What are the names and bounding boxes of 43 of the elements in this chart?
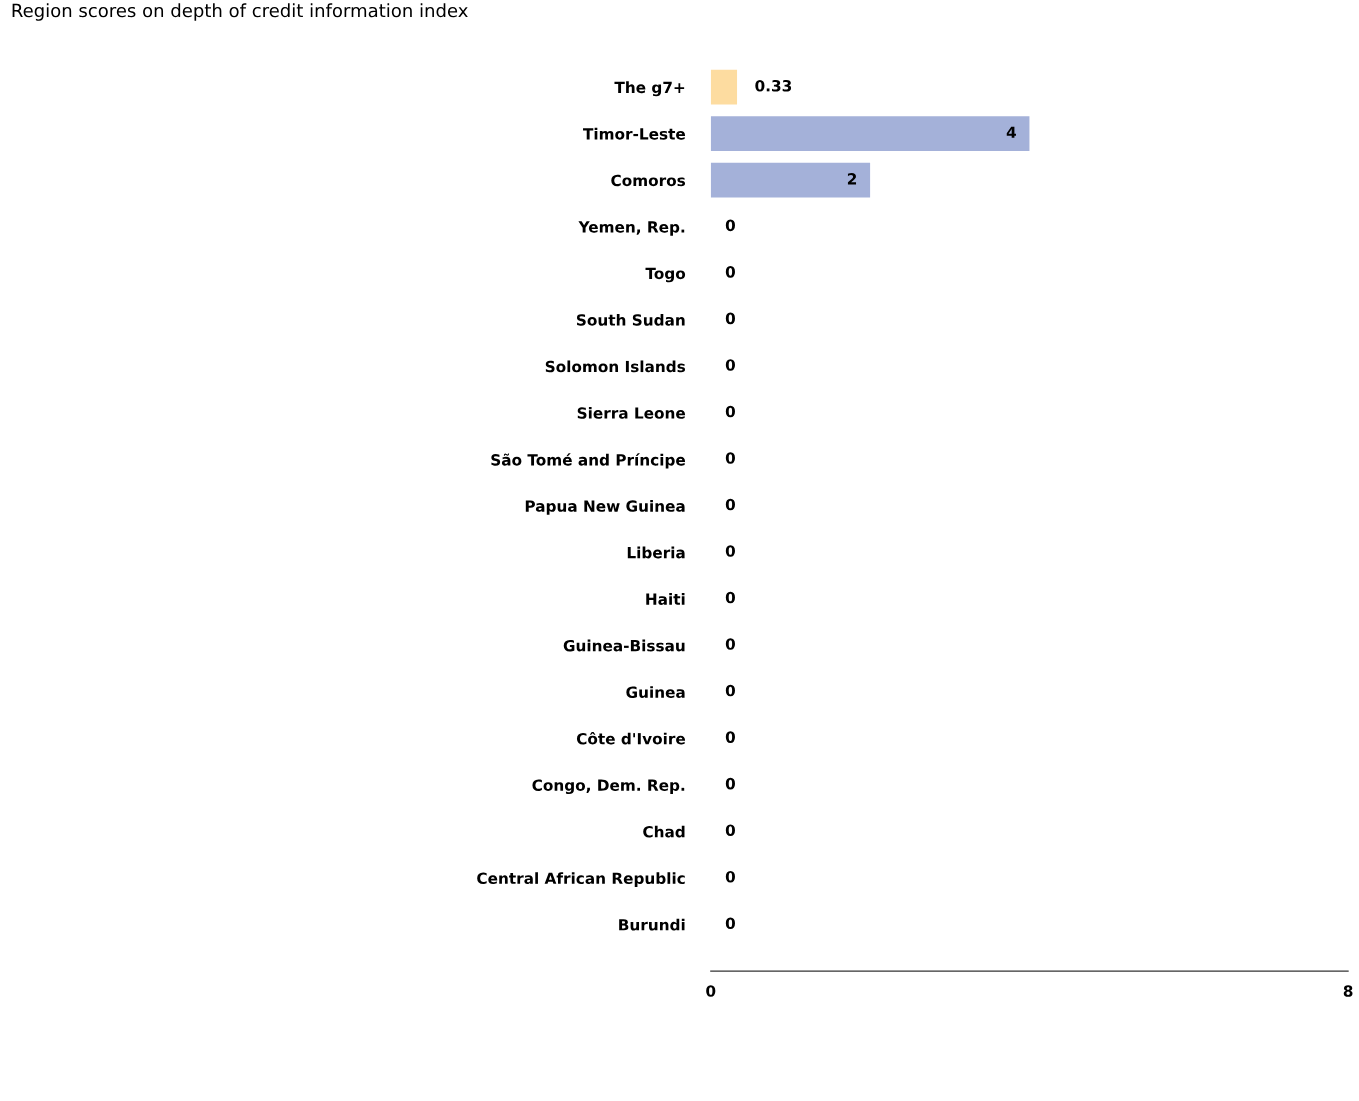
data-label: 0 bbox=[725, 498, 735, 511]
bar bbox=[710, 116, 1030, 152]
y-tick-label: Guinea-Bissau bbox=[563, 639, 685, 652]
data-label: 0 bbox=[725, 266, 735, 278]
y-tick-label: Congo, Dem. Rep. bbox=[532, 779, 685, 795]
data-label: 0 bbox=[725, 870, 735, 883]
y-tick-label: Comoros bbox=[611, 174, 686, 187]
y-tick-label: Haiti bbox=[646, 593, 685, 605]
bar bbox=[710, 162, 871, 198]
data-label: 0 bbox=[725, 917, 735, 929]
y-tick-label: Papua New Guinea bbox=[525, 500, 685, 515]
y-tick-label: São Tomé and Príncipe bbox=[491, 453, 686, 469]
data-label: 0.33 bbox=[755, 80, 792, 92]
y-tick-label: Chad bbox=[643, 825, 685, 838]
y-tick-label: Central African Republic bbox=[477, 872, 685, 888]
data-label: 0 bbox=[725, 731, 735, 743]
bar bbox=[710, 69, 738, 105]
y-tick-label: Timor-Leste bbox=[583, 127, 686, 140]
data-label: 0 bbox=[725, 545, 735, 557]
data-label: 0 bbox=[725, 824, 735, 836]
y-tick-label: Solomon Islands bbox=[545, 360, 686, 373]
y-tick-label: Côte d'Ivoire bbox=[576, 732, 686, 745]
data-label: 0 bbox=[725, 405, 735, 418]
data-label: 0 bbox=[725, 452, 735, 464]
data-label: 4 bbox=[1006, 126, 1016, 138]
data-label: 2 bbox=[847, 173, 857, 185]
y-tick-label: Togo bbox=[645, 267, 686, 283]
y-tick-label: Sierra Leone bbox=[577, 406, 686, 419]
data-label: 0 bbox=[725, 777, 735, 790]
data-label: 0 bbox=[725, 359, 735, 371]
y-tick-label: The g7+ bbox=[614, 81, 685, 97]
y-tick-label: Yemen, Rep. bbox=[578, 221, 685, 236]
data-label: 0 bbox=[725, 684, 735, 697]
text: Region scores on depth of credit information index bbox=[12, 3, 468, 21]
data-label: 0 bbox=[725, 312, 735, 325]
y-tick-label: Guinea bbox=[626, 686, 685, 698]
y-tick-label: Liberia bbox=[627, 546, 685, 559]
data-label: 0 bbox=[725, 219, 735, 232]
y-tick-label: South Sudan bbox=[576, 313, 685, 326]
data-label: 0 bbox=[725, 638, 735, 650]
y-tick-label: Burundi bbox=[619, 918, 685, 931]
data-label: 0 bbox=[725, 591, 735, 604]
x-tick-label: 8 bbox=[1343, 985, 1353, 997]
